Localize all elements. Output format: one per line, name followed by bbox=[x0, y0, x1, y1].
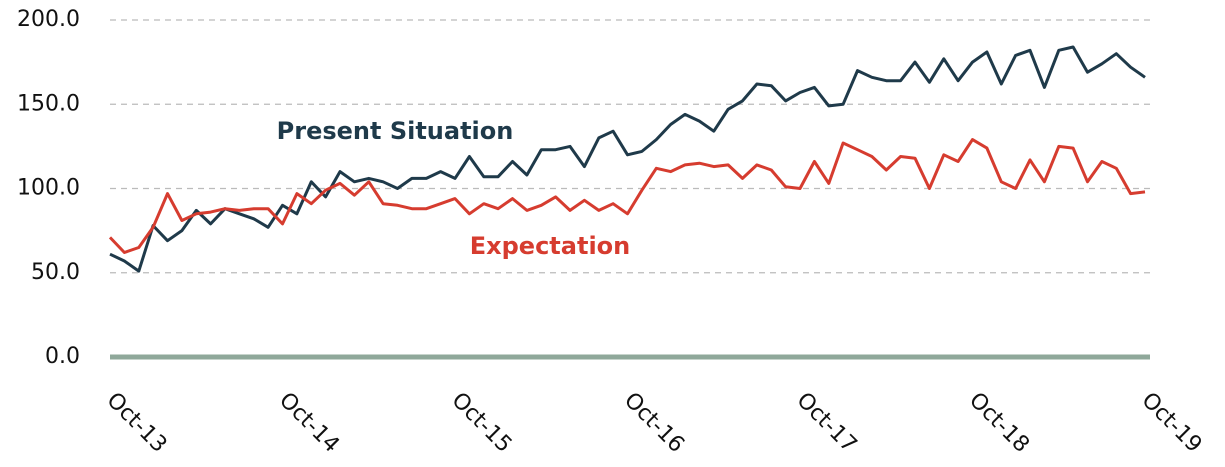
x-tick-label: Oct-14 bbox=[274, 388, 344, 458]
y-tick-label: 100.0 bbox=[17, 176, 80, 201]
series-label: Present Situation bbox=[277, 117, 514, 145]
y-tick-label: 200.0 bbox=[17, 7, 80, 32]
series-line bbox=[108, 138, 1146, 254]
x-tick-label: Oct-18 bbox=[964, 388, 1034, 458]
y-tick-label: 0.0 bbox=[45, 344, 80, 369]
y-tick-label: 50.0 bbox=[31, 260, 80, 285]
x-tick-label: Oct-15 bbox=[447, 388, 517, 458]
y-tick-label: 150.0 bbox=[17, 91, 80, 116]
series-label: Expectation bbox=[470, 232, 631, 260]
x-tick-label: Oct-17 bbox=[792, 388, 862, 458]
x-tick-label: Oct-13 bbox=[102, 388, 172, 458]
x-tick-label: Oct-16 bbox=[619, 388, 689, 458]
series-line bbox=[109, 45, 1146, 273]
x-tick-label: Oct-19 bbox=[1137, 388, 1207, 458]
